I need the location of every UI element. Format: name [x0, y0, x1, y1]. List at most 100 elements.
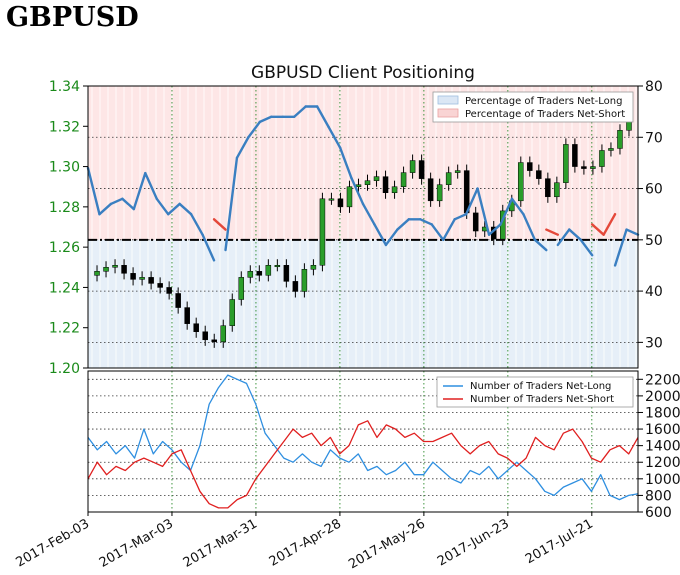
legend-label-net-short-count: Number of Traders Net-Short	[470, 394, 614, 405]
net-long-pct-segment	[613, 228, 628, 267]
x-tick-label: 2017-Jun-23	[435, 516, 512, 569]
net-long-pct-segment	[121, 197, 136, 211]
net-long-pct-segment	[419, 218, 433, 226]
price-candle	[418, 160, 425, 179]
y-left-tick-label: 1.28	[49, 200, 80, 216]
net-long-pct-segment	[155, 197, 170, 216]
net-long-pct-segment	[144, 171, 158, 201]
net-long-pct-segment	[98, 202, 113, 216]
y-right-tick-label-lower: 600	[645, 505, 672, 521]
price-candle	[346, 186, 353, 208]
net-long-pct-segment	[510, 197, 525, 216]
y-right-tick-label: 70	[645, 130, 663, 146]
price-candle	[157, 283, 163, 288]
price-candle	[400, 172, 407, 187]
net-long-pct-segment	[522, 212, 537, 242]
chart-title: GBPUSD Client Positioning	[251, 63, 475, 83]
net-long-pct-segment	[235, 136, 250, 159]
price-candle	[554, 182, 560, 198]
price-candle	[256, 271, 263, 276]
price-candle	[265, 265, 272, 276]
price-candle	[283, 265, 290, 282]
price-candle	[148, 277, 154, 284]
price-candle	[373, 176, 380, 181]
net-long-pct-segment	[338, 146, 353, 180]
legend-label-net-long-count: Number of Traders Net-Long	[470, 381, 611, 392]
price-candle	[130, 273, 136, 280]
net-short-pct-segment	[545, 228, 559, 236]
net-long-pct-segment	[373, 223, 388, 247]
y-right-tick-label-lower: 2200	[645, 372, 680, 388]
net-long-pct-segment	[556, 228, 571, 247]
price-candle	[563, 144, 569, 183]
net-long-pct-segment	[487, 223, 502, 236]
price-candle	[337, 198, 344, 208]
net-long-pct-segment	[189, 212, 204, 236]
y-left-tick-label: 1.20	[49, 361, 80, 377]
price-candle	[355, 184, 362, 187]
net-long-pct-segment	[327, 125, 342, 149]
net-long-pct-segment	[293, 105, 307, 118]
price-candle	[391, 186, 398, 194]
y-right-tick-label-lower: 800	[645, 488, 672, 504]
net-long-pct-segment	[396, 218, 411, 231]
price-candle	[599, 150, 605, 167]
price-candle	[472, 212, 479, 232]
net-long-pct-segment	[178, 202, 193, 216]
net-long-pct-segment	[109, 197, 124, 206]
price-candle	[364, 180, 371, 185]
price-candle	[590, 166, 596, 169]
price-candle	[436, 184, 443, 202]
y-right-tick-label: 50	[645, 233, 663, 249]
y-right-tick-label-lower: 1600	[645, 422, 680, 438]
lower-frame	[87, 370, 639, 513]
price-candle	[310, 265, 317, 270]
y-right-tick-label-lower: 1200	[645, 455, 680, 471]
x-tick-label: 2017-Feb-03	[13, 516, 92, 570]
net-long-pct-segment	[453, 212, 468, 221]
net-long-pct-segment	[167, 202, 181, 216]
page-title: GBPUSD	[6, 2, 139, 33]
price-candle	[382, 176, 389, 194]
price-candle	[319, 198, 326, 266]
y-right-tick-label: 40	[645, 284, 663, 300]
net-long-pct-segment	[499, 197, 514, 226]
y-right-tick-label: 60	[645, 182, 663, 198]
x-tick-label: 2017-Apr-28	[267, 516, 344, 569]
net-long-pct-segment	[350, 177, 365, 206]
price-candle	[427, 178, 434, 202]
price-candle	[202, 331, 208, 341]
price-candle	[518, 162, 524, 202]
price-candle	[139, 277, 145, 280]
legend-label-net-short-pct: Percentage of Traders Net-Short	[465, 109, 625, 120]
net-short-count-line	[87, 420, 639, 509]
net-short-pct-segment	[590, 223, 605, 236]
net-long-pct-segment	[201, 233, 216, 262]
net-long-count-line	[87, 374, 639, 501]
price-candle	[617, 130, 623, 149]
price-candle	[608, 148, 614, 151]
net-short-pct-segment	[212, 218, 227, 231]
y-right-tick-label-lower: 2000	[645, 389, 680, 405]
y-right-tick-label-lower: 1000	[645, 472, 680, 488]
price-candle	[445, 172, 452, 185]
net-long-pct-segment	[579, 238, 594, 257]
net-long-pct-segment	[315, 105, 330, 129]
legend-label-net-long-pct: Percentage of Traders Net-Long	[465, 96, 623, 107]
net-long-pct-segment	[132, 171, 147, 211]
price-candle	[409, 160, 416, 173]
net-long-pct-segment	[568, 228, 582, 242]
y-right-tick-label-lower: 1400	[645, 439, 680, 455]
net-long-pct-segment	[430, 223, 445, 242]
x-tick-label: 2017-Mar-03	[97, 516, 176, 570]
x-tick-label: 2017-Jul-21	[523, 516, 596, 567]
net-long-pct-segment	[247, 120, 262, 139]
price-candle	[581, 166, 587, 169]
y-right-tick-label: 80	[645, 79, 663, 95]
price-candle	[103, 267, 109, 272]
upper-frame	[87, 85, 639, 369]
price-candle	[193, 323, 199, 332]
price-candle	[211, 339, 217, 343]
legend-upper	[432, 91, 634, 123]
net-short-pct-segment	[602, 212, 617, 236]
